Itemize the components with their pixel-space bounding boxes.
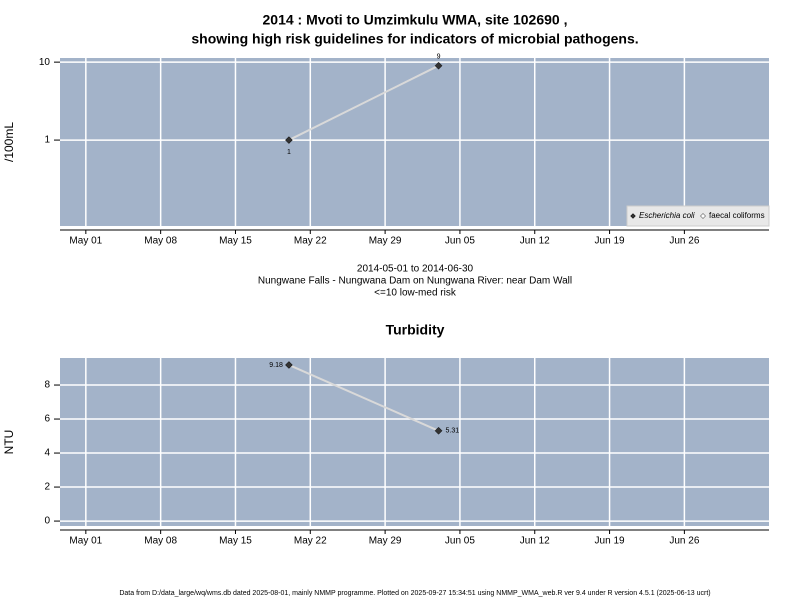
data-point <box>434 61 443 70</box>
x-tick-label: Jun 12 <box>520 536 550 547</box>
data-point <box>434 426 443 435</box>
x-tick-label: Jun 12 <box>520 236 550 247</box>
x-tick-label: Jun 26 <box>669 536 699 547</box>
x-tick-label: Jun 26 <box>669 236 699 247</box>
data-label: 9.18 <box>269 362 283 369</box>
chart-title: showing high risk guidelines for indicat… <box>191 31 638 47</box>
plot-area <box>60 58 769 226</box>
y-tick-label: 2 <box>44 482 50 493</box>
plot-area <box>60 358 769 526</box>
x-tick-label: May 15 <box>219 236 252 247</box>
y-tick-label: 1 <box>44 135 50 146</box>
legend <box>626 205 770 227</box>
x-tick-label: Jun 19 <box>595 536 625 547</box>
x-tick-label: May 01 <box>69 236 102 247</box>
legend-label: Escherichia coli <box>639 211 695 220</box>
chart-title: 2014 : Mvoti to Umzimkulu WMA, site 1026… <box>263 12 568 28</box>
data-label: 9 <box>437 54 441 61</box>
x-tick-label: May 08 <box>144 236 177 247</box>
y-axis-label: NTU <box>2 430 16 455</box>
y-axis-label: /100mL <box>2 122 16 162</box>
note: <=10 low-med risk <box>374 288 457 299</box>
x-tick-label: Jun 05 <box>445 236 475 247</box>
y-tick-label: 0 <box>44 516 50 527</box>
chart-title: Turbidity <box>386 322 445 338</box>
note: Nungwane Falls - Nungwana Dam on Nungwan… <box>258 276 572 287</box>
series-line <box>288 64 439 141</box>
note: 2014-05-01 to 2014-06-30 <box>357 264 474 275</box>
x-tick-label: May 22 <box>294 236 327 247</box>
footer: Data from D:/data_large/wq/wms.db dated … <box>119 590 710 597</box>
x-tick-label: May 29 <box>369 236 402 247</box>
legend-label: faecal coliforms <box>709 211 765 220</box>
data-label: 1 <box>287 149 291 156</box>
x-tick-label: Jun 19 <box>595 236 625 247</box>
x-tick-label: May 08 <box>144 536 177 547</box>
data-point <box>285 136 293 144</box>
legend-marker <box>630 213 636 219</box>
series-line <box>288 364 439 432</box>
x-tick-label: May 01 <box>69 536 102 547</box>
y-tick-label: 8 <box>44 380 50 391</box>
legend-marker <box>700 213 706 219</box>
x-tick-label: May 22 <box>294 536 327 547</box>
y-tick-label: 4 <box>44 448 50 459</box>
x-tick-label: Jun 05 <box>445 536 475 547</box>
x-tick-label: May 29 <box>369 536 402 547</box>
data-point <box>285 361 293 369</box>
y-tick-label: 10 <box>39 57 51 68</box>
x-tick-label: May 15 <box>219 536 252 547</box>
y-tick-label: 6 <box>44 414 50 425</box>
data-label: 5.31 <box>446 428 460 435</box>
